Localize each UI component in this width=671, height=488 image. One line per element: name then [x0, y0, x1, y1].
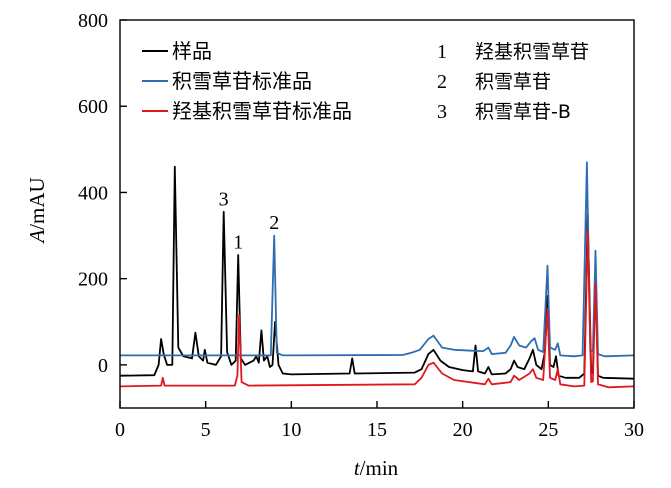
x-tick-label: 20 — [453, 419, 473, 441]
x-tick-label: 10 — [281, 419, 301, 441]
peak-label-2: 2 — [269, 212, 279, 234]
series-line-1 — [119, 165, 635, 380]
series-line-2 — [120, 161, 635, 358]
x-tick-label: 0 — [115, 419, 125, 441]
peak-key: 1 羟基积雪草苷 2 积雪草苷 3 积雪草苷-B — [437, 41, 589, 123]
y-tick-label: 400 — [78, 182, 108, 204]
x-tick-label: 30 — [624, 419, 644, 441]
x-axis-title: t/min — [354, 456, 399, 480]
legend-label-madecassoside-standard: 羟基积雪草苷标准品 — [172, 99, 352, 123]
x-tick-label: 25 — [538, 419, 558, 441]
ticks-layer — [119, 19, 635, 408]
series-layer — [119, 161, 635, 389]
peak-key-name-3: 积雪草苷-B — [475, 101, 571, 123]
peak-key-name-1: 羟基积雪草苷 — [475, 41, 589, 63]
legend-label-asiaticoside-standard: 积雪草苷标准品 — [172, 69, 312, 93]
peak-label-1: 1 — [233, 231, 243, 253]
x-tick-label: 15 — [367, 419, 387, 441]
peak-key-num-2: 2 — [437, 71, 447, 93]
y-tick-label: 800 — [78, 10, 108, 32]
y-tick-label: 200 — [78, 269, 108, 291]
peak-key-num-3: 3 — [437, 101, 447, 123]
legend-label-sample: 样品 — [172, 39, 212, 63]
y-tick-label: 600 — [78, 96, 108, 118]
y-axis-title: A/mAU — [25, 177, 49, 244]
peak-key-name-2: 积雪草苷 — [475, 71, 551, 93]
x-tick-label: 5 — [201, 419, 211, 441]
legend: 样品 积雪草苷标准品 羟基积雪草苷标准品 — [142, 39, 352, 123]
y-tick-label: 0 — [98, 355, 108, 377]
peak-label-3: 3 — [219, 188, 229, 210]
series-line-3 — [119, 230, 635, 389]
peak-key-num-1: 1 — [437, 41, 447, 63]
